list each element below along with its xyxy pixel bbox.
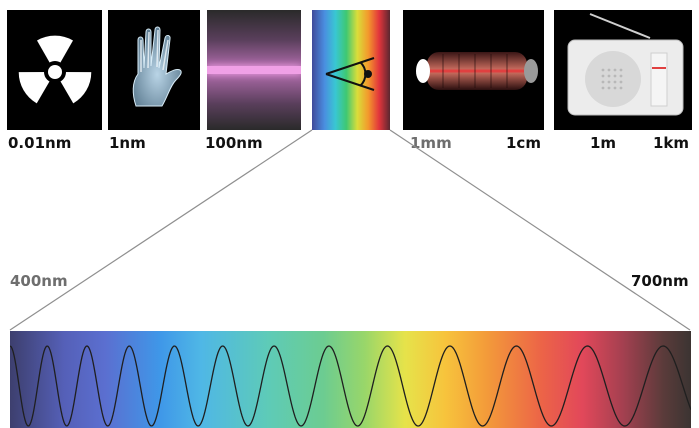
x-ray-panel <box>108 10 200 130</box>
radio-wave-panel <box>554 10 692 130</box>
visible-start-label: 400nm <box>10 272 68 290</box>
visible-end-label: 700nm <box>631 272 689 290</box>
scale-label-1mm: 1mm <box>410 134 452 152</box>
scale-label-1km: 1km <box>653 134 690 152</box>
scale-label-1cm: 1cm <box>506 134 541 152</box>
visible-light-panel <box>312 10 390 130</box>
ultraviolet-band-icon <box>207 66 301 74</box>
radio-icon <box>567 13 684 116</box>
visible-spectrum-bar <box>10 331 691 428</box>
wave-line <box>10 345 691 427</box>
radiation-trefoil-icon <box>18 35 92 104</box>
xray-hand-icon <box>132 26 182 107</box>
scale-label-0.01nm: 0.01nm <box>8 134 72 152</box>
ultraviolet-panel <box>207 10 301 130</box>
scale-label-1m: 1m <box>590 134 617 152</box>
infrared-panel <box>403 10 544 130</box>
eye-icon <box>325 57 375 91</box>
infrared-heater-icon <box>416 52 538 90</box>
scale-label-100nm: 100nm <box>205 134 263 152</box>
scale-label-1nm: 1nm <box>109 134 146 152</box>
gamma-ray-panel <box>7 10 102 130</box>
